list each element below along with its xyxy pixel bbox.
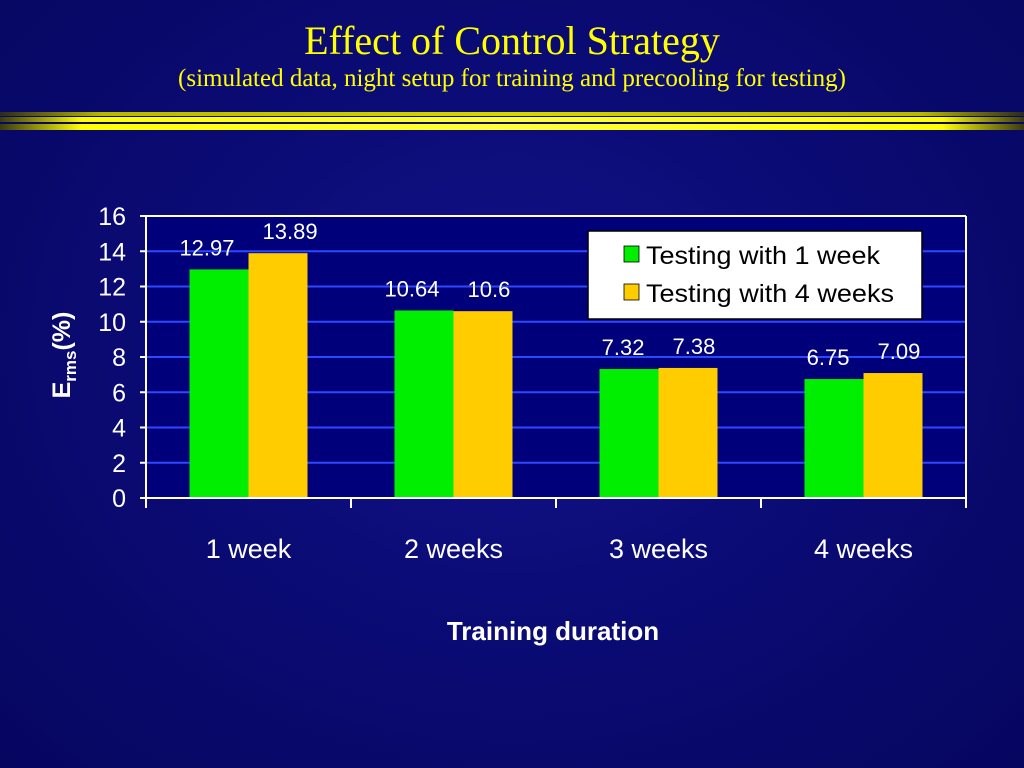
y-tick-label: 4: [112, 415, 126, 443]
y-tick-label: 16: [98, 203, 126, 231]
bar-series-1: [189, 269, 249, 498]
y-tick-label: 10: [98, 309, 126, 337]
data-label: 7.32: [602, 335, 645, 360]
y-tick-label: 14: [98, 238, 126, 266]
legend-label-1: Testing with 1 week: [646, 242, 881, 270]
data-label: 6.75: [807, 345, 850, 370]
data-label: 10.64: [384, 276, 439, 301]
title-divider: [0, 112, 1024, 132]
bar-series-2: [863, 373, 923, 498]
data-label: 12.97: [179, 235, 234, 260]
data-label: 13.89: [263, 219, 318, 244]
bar-series-1: [804, 379, 864, 498]
y-tick-label: 12: [98, 274, 126, 302]
y-axis-title: Erms(%): [48, 312, 80, 399]
x-category-label: 1 week: [206, 534, 292, 564]
slide-subtitle: (simulated data, night setup for trainin…: [178, 65, 846, 92]
y-tick-label: 2: [112, 450, 126, 478]
y-tick-label: 8: [112, 344, 126, 372]
legend-box: [587, 230, 923, 320]
y-axis-title-sub: rms: [61, 351, 80, 382]
y-tick-label: 0: [112, 485, 126, 513]
legend-swatch-1: [623, 245, 640, 263]
axes: 0 2 4 6 8 10 12 14 16 1 week 2 weeks 3 weeks 4 weeks: [98, 203, 967, 564]
legend-label-2: Testing with 4 weeks: [646, 280, 894, 308]
data-labels: 12.97 13.89 10.64 10.6 7.32 7.38 6.75 7.09: [179, 219, 920, 370]
data-label: 10.6: [468, 277, 511, 302]
bar-series-2: [248, 253, 308, 498]
data-label: 7.09: [878, 339, 921, 364]
x-axis-title: Training duration: [447, 616, 659, 646]
legend-swatch-2: [623, 283, 640, 301]
bars: [189, 253, 923, 498]
bar-series-1: [394, 310, 454, 498]
slide-title: Effect of Control Strategy: [304, 18, 720, 63]
bar-series-1: [599, 368, 659, 498]
x-category-label: 3 weeks: [609, 534, 708, 564]
bar-series-2: [453, 311, 513, 498]
x-category-label: 4 weeks: [814, 534, 913, 564]
x-category-label: 2 weeks: [404, 534, 503, 564]
y-axis-title-main: E: [48, 382, 76, 399]
legend: Testing with 1 week Testing with 4 weeks: [587, 230, 923, 320]
y-tick-label: 6: [112, 379, 126, 407]
y-axis-title-unit: (%): [48, 312, 76, 351]
data-label: 7.38: [673, 334, 716, 359]
bar-series-2: [658, 367, 718, 498]
